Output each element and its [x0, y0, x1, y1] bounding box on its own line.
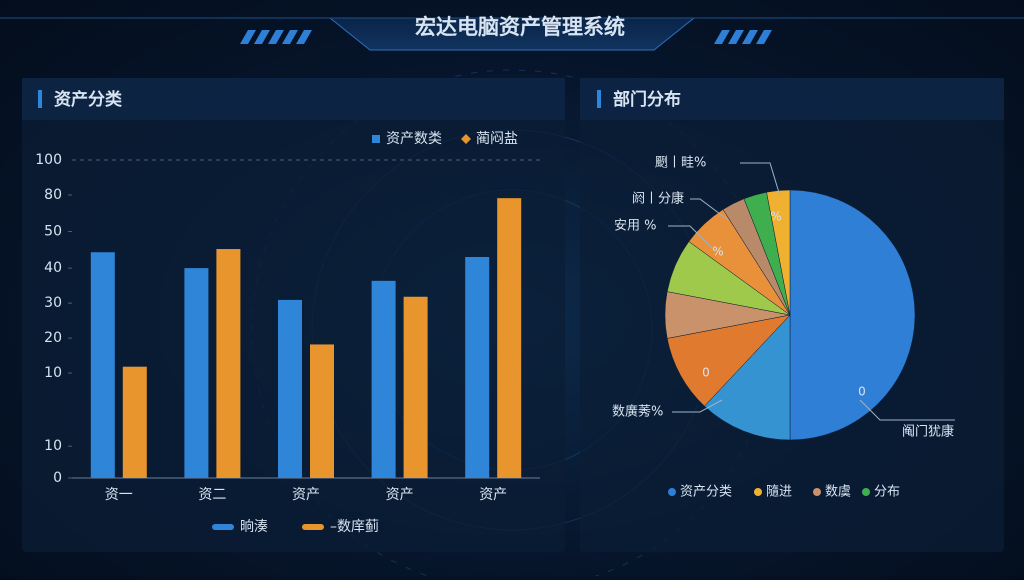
slice-inner-label: 0	[702, 366, 710, 380]
legend-swatch	[668, 488, 676, 496]
panel-title: 部门分布	[613, 89, 681, 110]
leader-line	[740, 162, 781, 197]
slice-label: 颲丨畦%	[655, 156, 706, 171]
leader-line	[672, 399, 723, 413]
legend-swatch	[212, 524, 234, 530]
legend-label: 隨进	[766, 485, 792, 500]
leader-line	[859, 399, 955, 421]
slice-label: 数廣莠%	[612, 405, 663, 420]
y-tick-label: 10	[44, 365, 62, 381]
bar	[465, 256, 490, 478]
panel-header	[22, 78, 565, 120]
x-tick-label: 资产	[292, 487, 320, 503]
legend-swatch	[862, 488, 870, 496]
y-tick-label: 30	[44, 295, 62, 311]
slice-label: 阄门犹康	[902, 424, 954, 440]
slice-inner-label: %	[770, 210, 781, 224]
page-title: 宏达电脑资产管理系统	[415, 15, 625, 39]
bar	[497, 198, 522, 478]
slice-inner-label: 0	[858, 385, 866, 399]
bar	[278, 299, 302, 478]
y-tick-label: 10	[44, 438, 62, 454]
legend-label: 资产分类	[680, 485, 732, 500]
legend-label: 分布	[874, 485, 900, 500]
y-tick-label: 40	[44, 260, 62, 276]
bar	[403, 296, 428, 478]
y-tick-label: 80	[44, 187, 62, 203]
panel-header	[580, 78, 1004, 120]
bar	[90, 252, 115, 478]
x-tick-label: 资二	[198, 487, 226, 503]
y-tick-label: 100	[35, 152, 62, 168]
slice-label: 安用 %	[614, 219, 657, 234]
y-tick-label: 50	[44, 224, 62, 240]
bar	[216, 249, 241, 478]
leader-line	[690, 198, 729, 221]
x-tick-label: 资一	[105, 487, 133, 503]
x-tick-label: 资产	[479, 487, 507, 503]
legend-label: –数庠蓟	[330, 519, 379, 535]
panel-marker	[597, 90, 601, 108]
bar	[122, 366, 147, 478]
header-stripes	[240, 30, 772, 44]
y-tick-label: 0	[53, 470, 62, 486]
legend-swatch	[754, 488, 762, 496]
slice-inner-label: %	[712, 245, 723, 259]
bar	[310, 344, 334, 478]
legend-swatch	[461, 134, 471, 144]
x-tick-label: 资产	[386, 487, 414, 503]
legend-label: 资产数类	[386, 131, 442, 147]
slice-label: 阏丨分康	[632, 191, 684, 207]
pie-slice	[666, 314, 791, 407]
pie-slice	[704, 314, 791, 441]
legend-label: 数虞	[825, 485, 851, 500]
legend-label: 晌湊	[240, 518, 268, 535]
legend-label: 蔺闷盐	[476, 131, 518, 147]
legend-swatch	[302, 524, 324, 530]
y-tick-label: 20	[44, 330, 62, 346]
leader-line	[668, 225, 713, 249]
legend-swatch	[813, 488, 821, 496]
bar	[184, 268, 209, 478]
pie-slice	[789, 189, 916, 441]
bar	[371, 280, 396, 478]
panel-marker	[38, 90, 42, 108]
panel-title: 资产分类	[54, 89, 123, 110]
legend-swatch	[372, 135, 380, 143]
